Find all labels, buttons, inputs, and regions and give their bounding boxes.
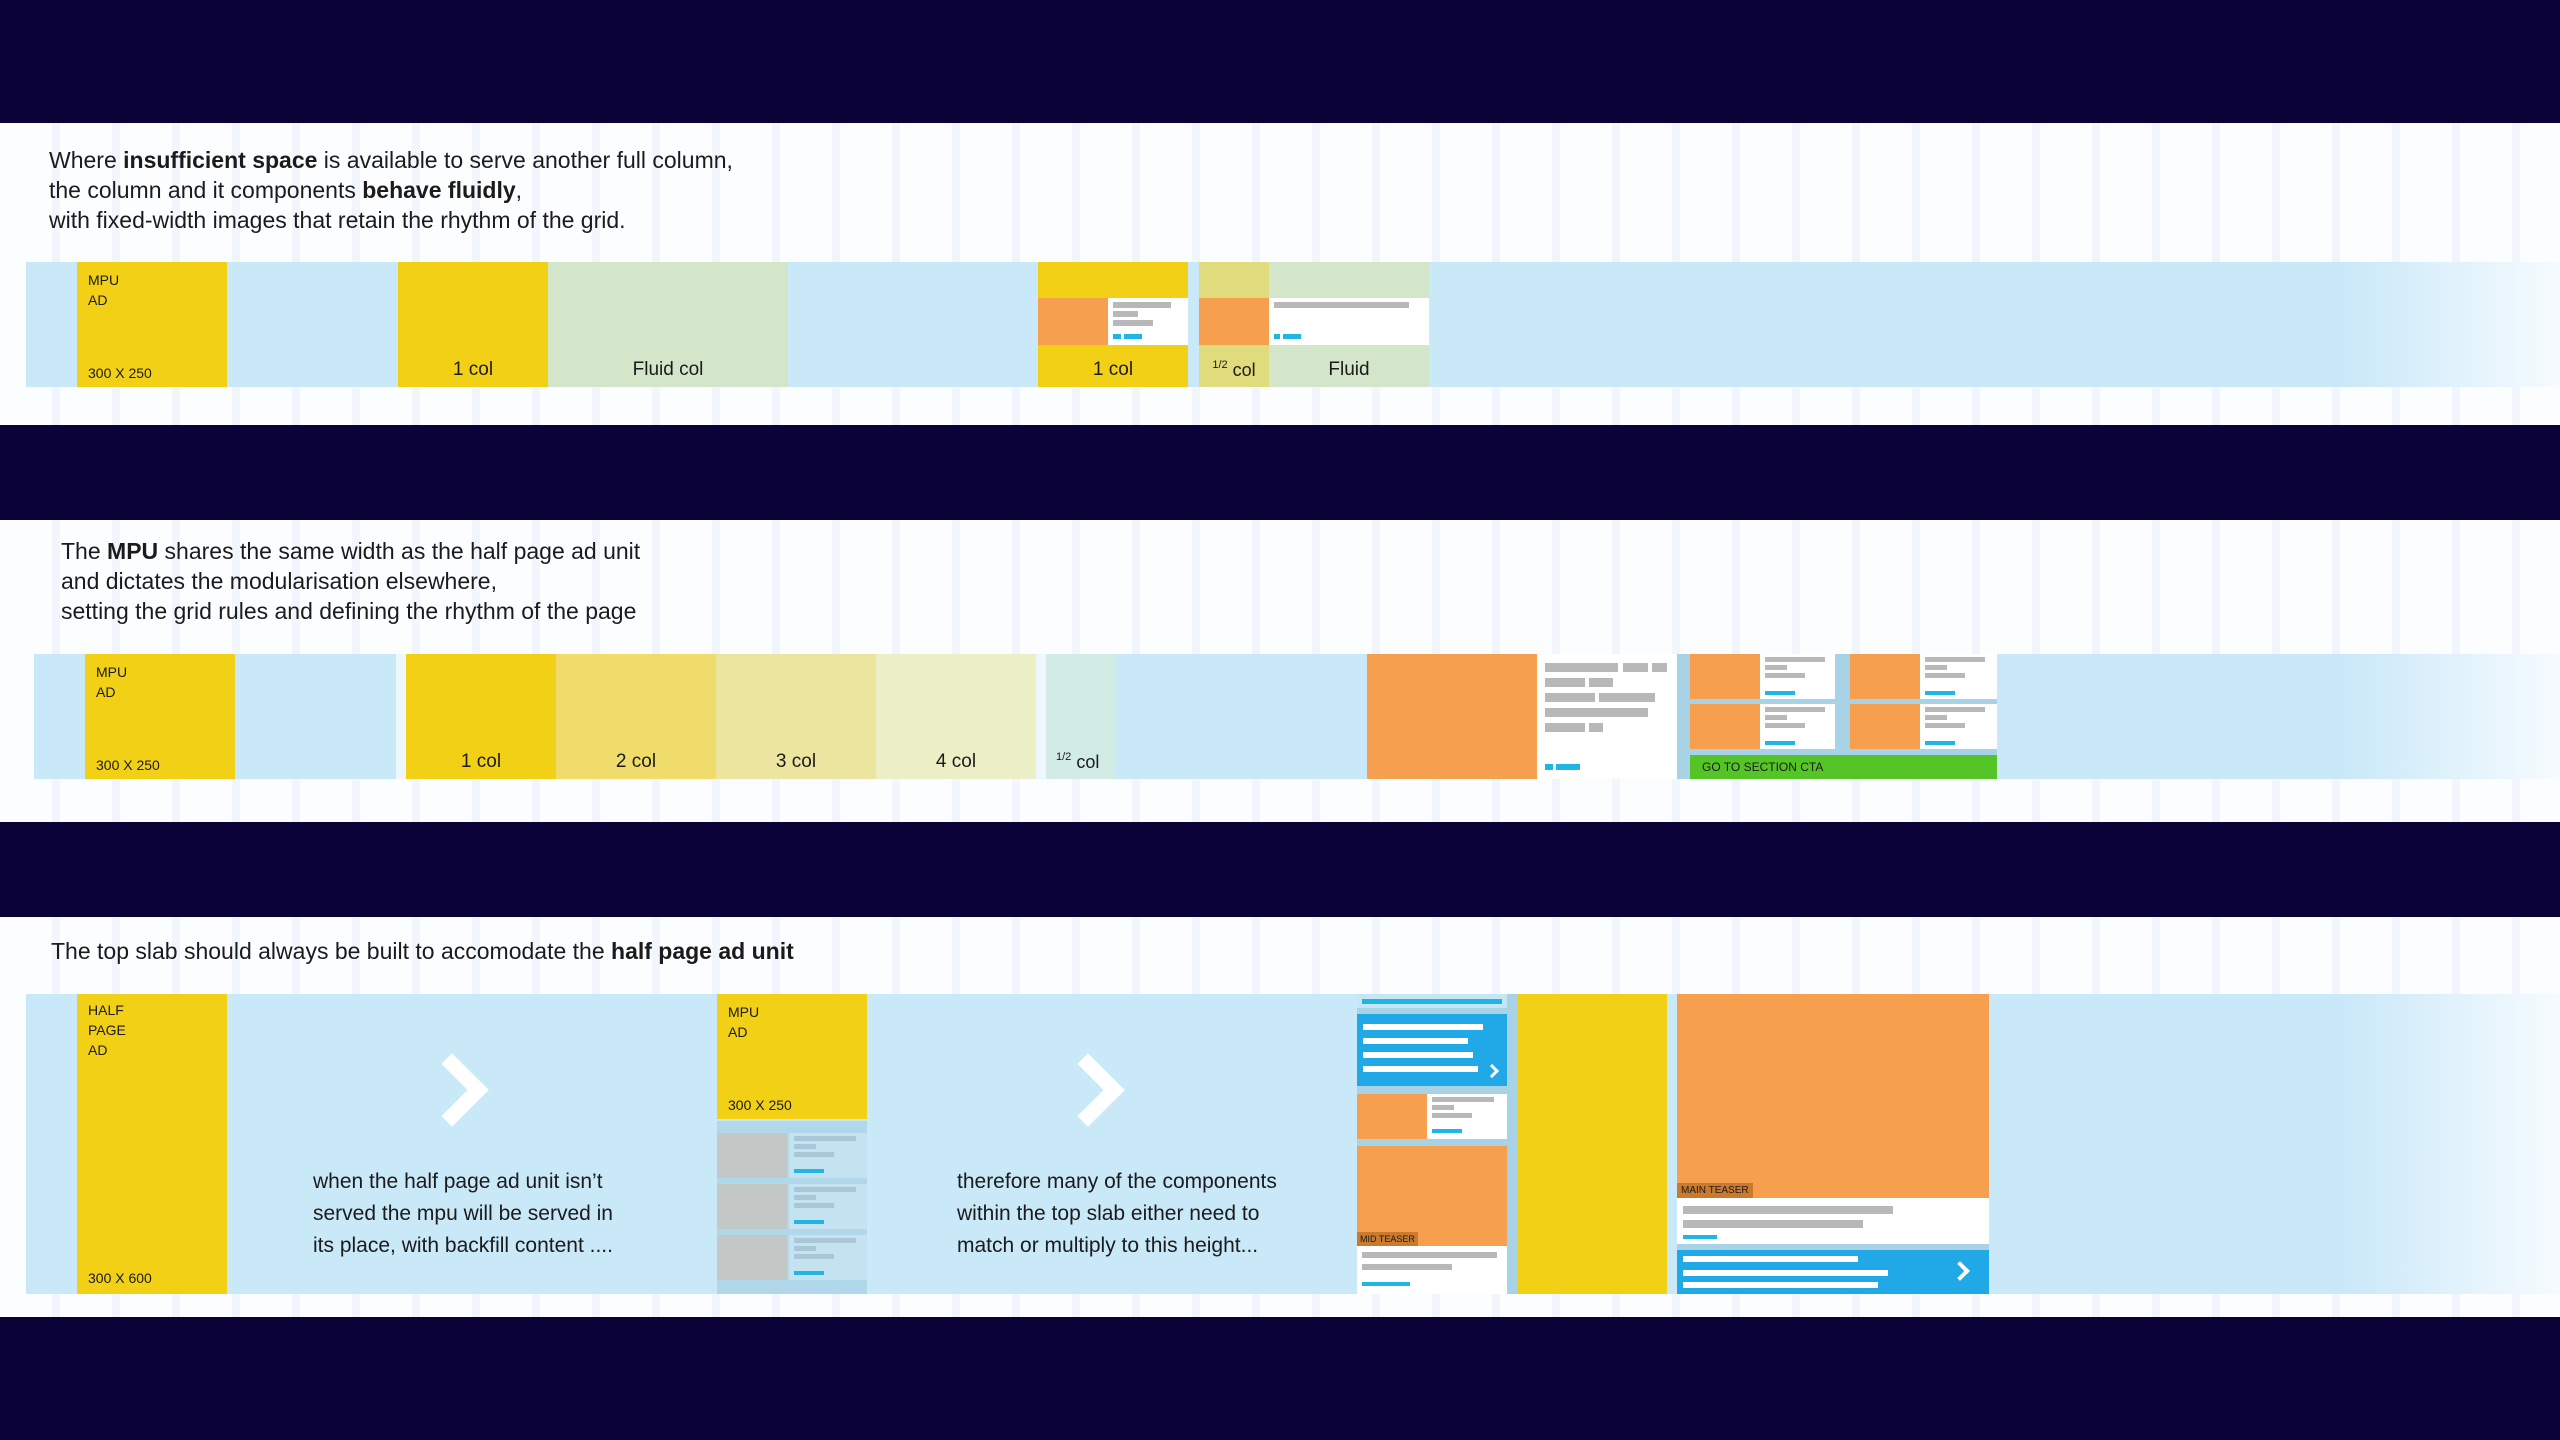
main-teaser-image: MAIN TEASER — [1677, 994, 1989, 1198]
section-2-text: The MPU shares the same width as the hal… — [61, 538, 641, 624]
grid-teaser-text — [1760, 704, 1835, 749]
grid-teaser-text — [1760, 654, 1835, 699]
section-1-panel: Where insufficient space is available to… — [0, 123, 2560, 425]
col-3-block: 3 col — [716, 654, 876, 779]
mid-teaser-text — [1357, 1246, 1507, 1294]
mpu-size-label: 300 X 250 — [96, 757, 160, 773]
grid-teaser-text — [1920, 704, 1997, 749]
backfill-text — [789, 1133, 867, 1178]
fluid-text-box — [1269, 298, 1429, 345]
half-page-ad-label: HALF PAGE AD — [88, 1002, 126, 1058]
note-1: when the half page ad unit isn’t served … — [313, 1170, 613, 1257]
chevron-right-icon — [1484, 1063, 1500, 1079]
ad-slot-block — [1517, 994, 1667, 1294]
blue-teaser — [1357, 1014, 1507, 1086]
mpu-ad-block: MPU AD 300 X 250 — [77, 262, 227, 387]
mpu-size-label: 300 X 250 — [728, 1097, 792, 1113]
one-col-module-label: 1 col — [1092, 359, 1134, 380]
backfill-text — [789, 1235, 867, 1280]
col-2-block: 2 col — [556, 654, 716, 779]
main-teaser-label: MAIN TEASER — [1677, 1183, 1753, 1198]
col-3-label: 3 col — [775, 751, 817, 772]
backfill-image — [717, 1235, 787, 1280]
half-col-label: 1/2 col — [1056, 751, 1100, 772]
mpu-ad-label: MPU AD — [728, 1004, 760, 1040]
main-teaser: MAIN TEASER — [1677, 994, 1989, 1294]
chevron-right-icon — [415, 1053, 489, 1127]
section-3-text: The top slab should always be built to a… — [51, 938, 794, 964]
grid-teaser-image — [1690, 704, 1760, 749]
mpu-size-label: 300 X 250 — [88, 365, 152, 381]
mid-teaser-label: MID TEASER — [1357, 1232, 1418, 1246]
one-col-block: 1 col — [398, 262, 548, 387]
note-2: therefore many of the components within … — [957, 1170, 1277, 1257]
grid-teaser-image — [1850, 704, 1920, 749]
teaser-grid-module: GO TO SECTION CTA — [1677, 654, 1997, 779]
grid-teaser-image — [1850, 654, 1920, 699]
col-1-label: 1 col — [460, 751, 502, 772]
col-4-block: 4 col — [876, 654, 1036, 779]
grid-strip-1: MPU AD 300 X 250 1 col Fluid col 1 col — [26, 262, 2560, 387]
mpu-ad-label: MPU AD — [96, 664, 128, 700]
col-1-block: 1 col — [406, 654, 556, 779]
teaser-text-box — [1537, 654, 1677, 779]
stack-header — [1357, 994, 1507, 1008]
column-gap — [1036, 654, 1046, 779]
backfill-text — [789, 1184, 867, 1229]
fluid-col-block: Fluid col — [548, 262, 788, 387]
mpu-ad-block: MPU AD 300 X 250 — [717, 994, 867, 1119]
col-4-label: 4 col — [935, 751, 977, 772]
grid-teaser-image — [1690, 654, 1760, 699]
main-teaser-link-bar[interactable] — [1677, 1250, 1989, 1294]
half-col-module: 1/2 col — [1199, 262, 1269, 387]
half-col-block: 1/2 col — [1046, 654, 1116, 779]
chevron-right-icon — [1051, 1053, 1125, 1127]
section-1-text: Where insufficient space is available to… — [49, 147, 733, 233]
backfill-image — [717, 1133, 787, 1178]
teaser-image — [1038, 298, 1108, 345]
teaser-stack-column: MID TEASER — [1357, 994, 1517, 1294]
chevron-right-icon — [1950, 1261, 1970, 1281]
teaser-image — [1367, 654, 1537, 779]
main-teaser-text — [1677, 1198, 1989, 1244]
mpu-ad-block: MPU AD 300 X 250 — [85, 654, 235, 779]
one-col-label: 1 col — [452, 359, 494, 380]
mid-teaser-image: MID TEASER — [1357, 1146, 1507, 1246]
stack-teaser-image — [1357, 1094, 1427, 1139]
teaser-text-box — [1108, 298, 1188, 345]
one-col-module: 1 col — [1038, 262, 1188, 387]
fluid-module: Fluid — [1269, 262, 1429, 387]
section-2-panel: The MPU shares the same width as the hal… — [0, 520, 2560, 822]
half-page-ad-size: 300 X 600 — [88, 1270, 152, 1286]
half-page-ad-block: HALF PAGE AD 300 X 600 — [77, 994, 227, 1294]
grid-strip-2: MPU AD 300 X 250 1 col 2 col 3 col 4 col … — [34, 654, 2560, 779]
half-col-label: 1/2 col — [1212, 359, 1256, 380]
grid-teaser-text — [1920, 654, 1997, 699]
grid-strip-3: HALF PAGE AD 300 X 600 when the half page … — [26, 994, 2560, 1294]
fluid-label: Fluid — [1328, 359, 1370, 380]
fluid-col-label: Fluid col — [632, 359, 704, 380]
col-2-label: 2 col — [615, 751, 657, 772]
section-3-panel: The top slab should always be built to a… — [0, 917, 2560, 1317]
cta-label: GO TO SECTION CTA — [1702, 760, 1824, 774]
go-to-section-cta[interactable]: GO TO SECTION CTA — [1690, 755, 1997, 779]
column-gap — [396, 654, 406, 779]
backfill-image — [717, 1184, 787, 1229]
mpu-ad-label: MPU AD — [88, 272, 120, 308]
backfill-content — [717, 1121, 867, 1294]
stack-teaser-text — [1427, 1094, 1507, 1139]
half-col-image — [1199, 298, 1269, 345]
